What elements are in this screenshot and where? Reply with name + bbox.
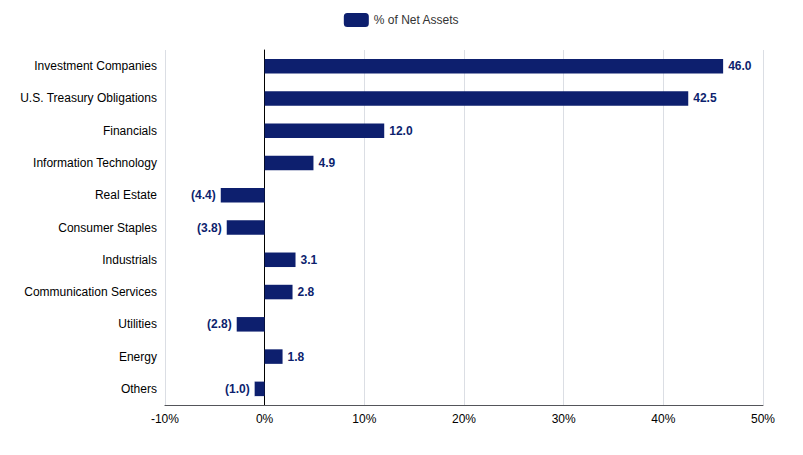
svg-text:Industrials: Industrials (102, 253, 157, 267)
svg-text:1.8: 1.8 (288, 350, 305, 364)
svg-text:0%: 0% (256, 412, 274, 426)
svg-text:12.0: 12.0 (389, 124, 413, 138)
svg-text:Consumer Staples: Consumer Staples (58, 221, 157, 235)
svg-text:2.8: 2.8 (298, 285, 315, 299)
svg-text:42.5: 42.5 (693, 91, 717, 105)
svg-text:(2.8): (2.8) (207, 317, 232, 331)
svg-text:Others: Others (121, 382, 157, 396)
svg-text:46.0: 46.0 (728, 59, 752, 73)
svg-text:Communication Services: Communication Services (24, 285, 157, 299)
svg-text:Information Technology: Information Technology (33, 156, 157, 170)
svg-text:20%: 20% (452, 412, 476, 426)
svg-text:Energy: Energy (119, 350, 157, 364)
svg-text:3.1: 3.1 (301, 253, 318, 267)
svg-text:(3.8): (3.8) (197, 221, 222, 235)
svg-text:Utilities: Utilities (118, 317, 157, 331)
svg-text:4.9: 4.9 (318, 156, 335, 170)
svg-text:Financials: Financials (103, 124, 157, 138)
svg-text:30%: 30% (552, 412, 576, 426)
svg-text:40%: 40% (651, 412, 675, 426)
svg-text:(1.0): (1.0) (225, 382, 250, 396)
svg-text:10%: 10% (352, 412, 376, 426)
svg-text:Real Estate: Real Estate (95, 188, 157, 202)
svg-text:(4.4): (4.4) (191, 188, 216, 202)
svg-text:-10%: -10% (151, 412, 179, 426)
svg-text:50%: 50% (751, 412, 775, 426)
svg-text:U.S. Treasury Obligations: U.S. Treasury Obligations (20, 91, 157, 105)
svg-text:Investment Companies: Investment Companies (34, 59, 157, 73)
svg-text:% of Net Assets: % of Net Assets (374, 13, 459, 27)
